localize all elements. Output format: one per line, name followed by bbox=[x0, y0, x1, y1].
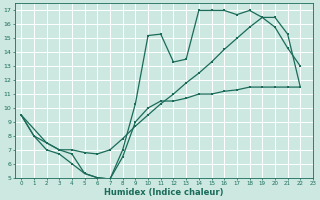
X-axis label: Humidex (Indice chaleur): Humidex (Indice chaleur) bbox=[104, 188, 224, 197]
